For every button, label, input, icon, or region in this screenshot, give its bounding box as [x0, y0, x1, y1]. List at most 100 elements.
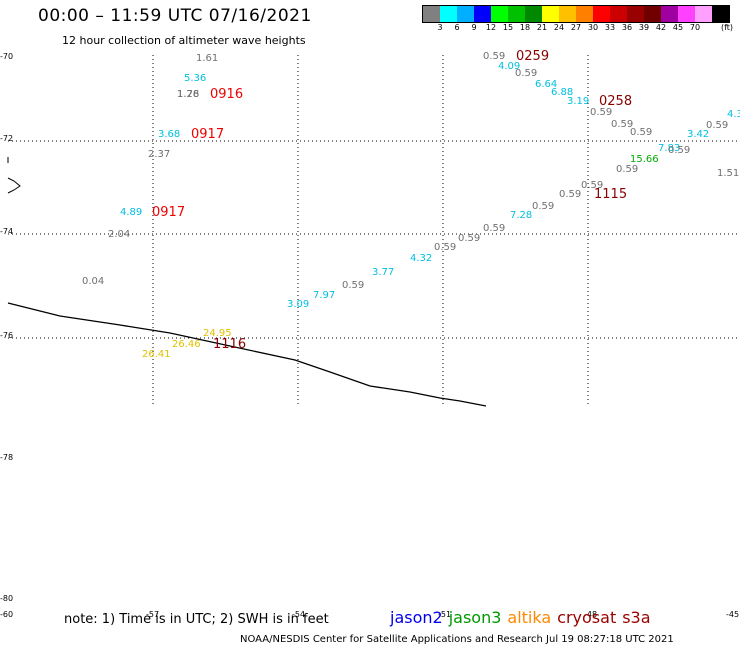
legend-item-s3a: s3a: [622, 608, 651, 627]
swh-value: 0.59: [559, 189, 581, 200]
swh-value: 15.66: [630, 154, 659, 165]
swh-value: 0.59: [434, 242, 456, 253]
colorbar-swatch: [627, 6, 644, 22]
swh-value: 3.09: [287, 299, 309, 310]
swh-value: 0.59: [342, 280, 364, 291]
colorbar-label: 42: [655, 23, 667, 32]
swh-value: 0.59: [668, 145, 690, 156]
colorbar-swatch: [491, 6, 508, 22]
swh-value: 7.97: [313, 290, 335, 301]
longitude-label: -48: [584, 610, 597, 619]
legend-item-jason3: jason3: [448, 608, 502, 627]
colorbar-label: 24: [553, 23, 565, 32]
colorbar-label: 21: [536, 23, 548, 32]
pass-time: 0917: [152, 205, 185, 220]
lat-lon-grid: [8, 55, 740, 406]
swh-value: 0.59: [706, 120, 728, 131]
swh-value: 0.04: [82, 276, 104, 287]
swh-value: 0.59: [483, 51, 505, 62]
colorbar-swatch: [712, 6, 729, 22]
swh-value: 1.26: [177, 89, 199, 100]
colorbar-swatch: [644, 6, 661, 22]
swh-value: 3.42: [687, 129, 709, 140]
longitude-label: -54: [292, 610, 305, 619]
colorbar-label: 45: [672, 23, 684, 32]
swh-value: 26.46: [172, 339, 201, 350]
pass-time-labels: 0916 0917 0917 1116 0259 0258 1115: [152, 49, 632, 352]
satellite-legend: jason2 jason3 altika cryosat s3a: [390, 608, 657, 627]
swh-value: 0.59: [483, 223, 505, 234]
swh-value: 0.59: [630, 127, 652, 138]
swh-value: 7.28: [510, 210, 532, 221]
pass-time: 1116: [213, 337, 246, 352]
colorbar-label: 3: [437, 23, 443, 32]
longitude-label: -60: [0, 610, 13, 619]
legend-item-altika: altika: [507, 608, 552, 627]
swh-value: 4.89: [120, 207, 142, 218]
colorbar-label: 12: [485, 23, 497, 32]
colorbar-swatch: [576, 6, 593, 22]
legend-item-jason2: jason2: [390, 608, 443, 627]
swh-value: 5.36: [184, 73, 206, 84]
colorbar-swatch: [559, 6, 576, 22]
longitude-label: -45: [726, 610, 739, 619]
pass-time: 0259: [516, 49, 549, 64]
colorbar-label: 36: [621, 23, 633, 32]
latitude-label: -70: [0, 52, 13, 61]
wave-observations: 1.61 5.36 1.781.26 3.68 2.37 4.89 2.04 0.04 24.9…: [82, 51, 740, 360]
colorbar-label: 27: [570, 23, 582, 32]
swh-value: 3.19: [567, 96, 589, 107]
swh-value: 4.3: [727, 109, 740, 120]
legend-item-cryosat: cryosat: [557, 608, 617, 627]
swh-value: 1.61: [196, 53, 218, 64]
swh-value: 2.37: [148, 149, 170, 160]
longitude-labels: -60 -57 -54 -51 -48 -45: [0, 610, 739, 619]
swh-value: 26.41: [142, 349, 171, 360]
map-subtitle: 12 hour collection of altimeter wave hei…: [62, 34, 306, 47]
credit-line: NOAA/NESDIS Center for Satellite Applica…: [240, 634, 674, 645]
colorbar-swatch: [695, 6, 712, 22]
colorbar-labels: 3 6 9 12 15 18 21 24 27 30 33 36 39 42 45 70 (ft): [422, 23, 740, 35]
pass-time: 0916: [210, 87, 243, 102]
swh-value: 4.09: [498, 61, 520, 72]
colorbar-label: 9: [471, 23, 477, 32]
swh-value: 0.59: [581, 180, 603, 191]
latitude-label: -80: [0, 594, 13, 603]
colorbar-swatch: [423, 6, 440, 22]
latitude-label: -76: [0, 331, 13, 340]
swh-value: 6.64: [535, 79, 557, 90]
longitude-label: -57: [146, 610, 159, 619]
latitude-label: -72: [0, 134, 13, 143]
pass-time: 1115: [594, 187, 627, 202]
colorbar-swatch: [661, 6, 678, 22]
map-title: 00:00 – 11:59 UTC 07/16/2021: [38, 6, 312, 26]
latitude-label: -78: [0, 453, 13, 462]
colorbar-label: 70: [689, 23, 701, 32]
swh-value: 1.51: [717, 168, 739, 179]
colorbar-swatch: [508, 6, 525, 22]
longitude-label: -51: [438, 610, 451, 619]
swh-value: 6.88: [551, 87, 573, 98]
swh-value: 24.95: [203, 328, 232, 339]
latitude-labels: -70 -72 -74 -76 -78 -80: [0, 52, 13, 603]
swh-value: 3.77: [372, 267, 394, 278]
pass-time: 0258: [599, 94, 632, 109]
swh-value: 4.32: [410, 253, 432, 264]
colorbar-label: 30: [587, 23, 599, 32]
swh-value: 2.04: [108, 229, 130, 240]
colorbar: [422, 5, 730, 23]
swh-value: 0.59: [515, 68, 537, 79]
colorbar-swatch: [678, 6, 695, 22]
latitude-label: -74: [0, 227, 13, 236]
colorbar-swatch: [440, 6, 457, 22]
colorbar-label: 18: [519, 23, 531, 32]
swh-value: 3.68: [158, 129, 180, 140]
swh-value: 0.59: [458, 233, 480, 244]
coastline-fragment: [7, 177, 21, 194]
swh-value: 0.59: [590, 107, 612, 118]
colorbar-label: 39: [638, 23, 650, 32]
pass-time: 0917: [191, 127, 224, 142]
swh-value: 0.59: [611, 119, 633, 130]
colorbar-swatch: [610, 6, 627, 22]
